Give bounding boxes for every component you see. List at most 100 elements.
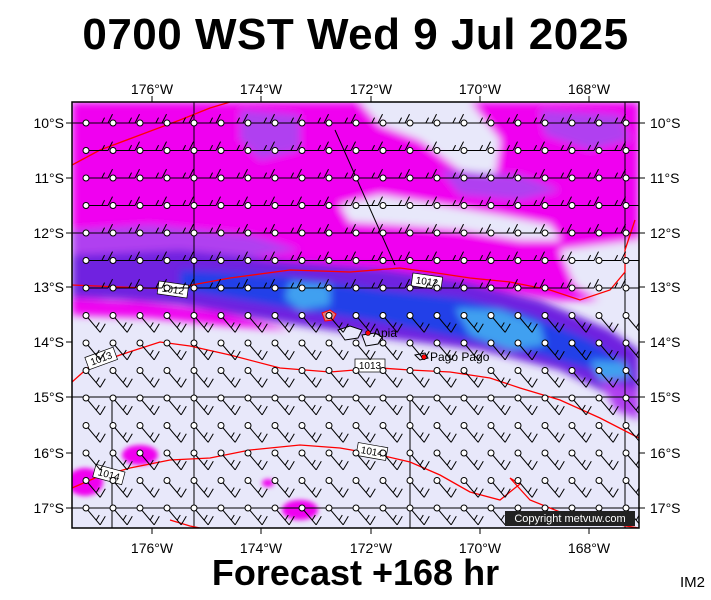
wind-barb bbox=[109, 367, 133, 388]
wind-barb bbox=[82, 251, 113, 264]
islands bbox=[321, 309, 429, 361]
wind-barb bbox=[406, 422, 430, 443]
wind-barb bbox=[325, 422, 349, 443]
wind-barb bbox=[325, 278, 356, 292]
wind-barb bbox=[163, 504, 187, 526]
wind-barb bbox=[163, 477, 187, 498]
wind-barb bbox=[163, 394, 187, 416]
plot-area: 1012 1012 1013 1013 1014 1014 bbox=[72, 102, 639, 528]
wind-barb bbox=[352, 367, 376, 388]
wind-barb bbox=[379, 477, 403, 498]
wind-barb bbox=[190, 251, 221, 264]
wind-barb bbox=[487, 339, 511, 361]
wind-barb bbox=[541, 223, 572, 237]
wind-barb bbox=[298, 223, 329, 237]
wind-barb bbox=[325, 113, 356, 127]
wind-barb bbox=[298, 504, 322, 526]
wind-barb bbox=[622, 174, 639, 182]
lon-label: 176°W bbox=[131, 81, 174, 97]
lon-label: 168°W bbox=[568, 540, 611, 556]
wind-barb bbox=[136, 504, 160, 526]
wind-barb bbox=[595, 449, 619, 471]
wind-barb bbox=[244, 449, 268, 471]
copyright-box: Copyright metvuw.com bbox=[505, 511, 635, 526]
wind-barb bbox=[568, 168, 599, 182]
wind-barb bbox=[595, 477, 619, 498]
wind-barb bbox=[136, 141, 167, 154]
wind-barb bbox=[595, 141, 626, 154]
wind-barb bbox=[190, 223, 221, 237]
wind-barb bbox=[325, 367, 349, 388]
wind-barb bbox=[406, 141, 437, 154]
wind-barb bbox=[298, 113, 329, 127]
wind-barb bbox=[109, 251, 140, 264]
wind-barb bbox=[379, 141, 410, 154]
lat-label: 16°S bbox=[650, 445, 681, 461]
wind-barb bbox=[82, 223, 113, 237]
wind-barb bbox=[487, 196, 518, 209]
wind-barb bbox=[460, 367, 484, 388]
apia-marker bbox=[365, 330, 371, 336]
copyright-background bbox=[505, 511, 635, 526]
lat-label: 11°S bbox=[35, 170, 64, 186]
wind-barb bbox=[109, 449, 133, 471]
wind-barb bbox=[82, 367, 106, 388]
wind-barb bbox=[244, 504, 268, 526]
wind-barb bbox=[460, 196, 491, 209]
wind-barb bbox=[595, 278, 626, 292]
wind-barb bbox=[109, 312, 133, 333]
lon-label: 170°W bbox=[459, 81, 502, 97]
wind-barb bbox=[514, 113, 545, 127]
wind-barb bbox=[325, 223, 356, 237]
wind-barb bbox=[433, 477, 457, 498]
lat-labels-right: 10°S 11°S 12°S 13°S 14°S 15°S 16°S 17°S bbox=[650, 115, 681, 516]
wind-barb bbox=[514, 251, 545, 264]
wind-barb bbox=[244, 394, 268, 416]
wind-barb bbox=[82, 312, 106, 333]
wind-barb bbox=[622, 147, 639, 154]
wind-barb bbox=[622, 119, 639, 127]
pago-pago-label: Pago Pago bbox=[430, 350, 490, 364]
lat-labels-left: 10°S 11°S 12°S 13°S 14°S 15°S 16°S 17°S bbox=[33, 115, 64, 516]
wind-barb bbox=[514, 422, 538, 443]
wind-barb bbox=[433, 196, 464, 209]
wind-barb bbox=[244, 312, 268, 333]
wind-barb bbox=[325, 312, 349, 333]
wind-barb bbox=[595, 394, 619, 416]
wind-barb bbox=[190, 113, 221, 127]
wind-barb bbox=[622, 394, 639, 415]
wind-barb bbox=[136, 251, 167, 264]
wind-barb bbox=[109, 223, 140, 237]
wind-barb bbox=[82, 504, 106, 526]
wind-barb bbox=[514, 168, 545, 182]
wind-barb bbox=[190, 168, 221, 182]
wind-barb bbox=[109, 113, 140, 127]
lon-label: 168°W bbox=[568, 81, 611, 97]
wind-barb bbox=[271, 477, 295, 498]
wind-barb bbox=[460, 312, 484, 333]
isobar-label: 1014 bbox=[355, 442, 389, 461]
lat-label: 13°S bbox=[650, 279, 681, 295]
wind-barb bbox=[217, 278, 248, 292]
wind-barb bbox=[82, 141, 113, 154]
wind-barb bbox=[352, 504, 376, 526]
wind-barb bbox=[541, 312, 565, 333]
wind-barb bbox=[163, 251, 194, 264]
wind-barb bbox=[595, 168, 626, 182]
wind-barb bbox=[433, 394, 457, 416]
wind-barb bbox=[379, 223, 410, 237]
wind-barbs bbox=[82, 113, 639, 526]
wind-barb bbox=[190, 449, 214, 471]
wind-barb bbox=[433, 168, 464, 182]
wind-barb bbox=[190, 196, 221, 209]
lat-label: 14°S bbox=[33, 334, 64, 350]
wind-barb bbox=[325, 196, 356, 209]
wind-barb bbox=[298, 339, 322, 361]
wind-barb bbox=[433, 278, 464, 292]
wind-barb bbox=[460, 422, 484, 443]
wind-barb bbox=[433, 141, 464, 154]
wind-barb bbox=[163, 141, 194, 154]
pago-pago-marker bbox=[421, 354, 427, 360]
wind-barb bbox=[352, 422, 376, 443]
wind-barb bbox=[595, 367, 619, 388]
